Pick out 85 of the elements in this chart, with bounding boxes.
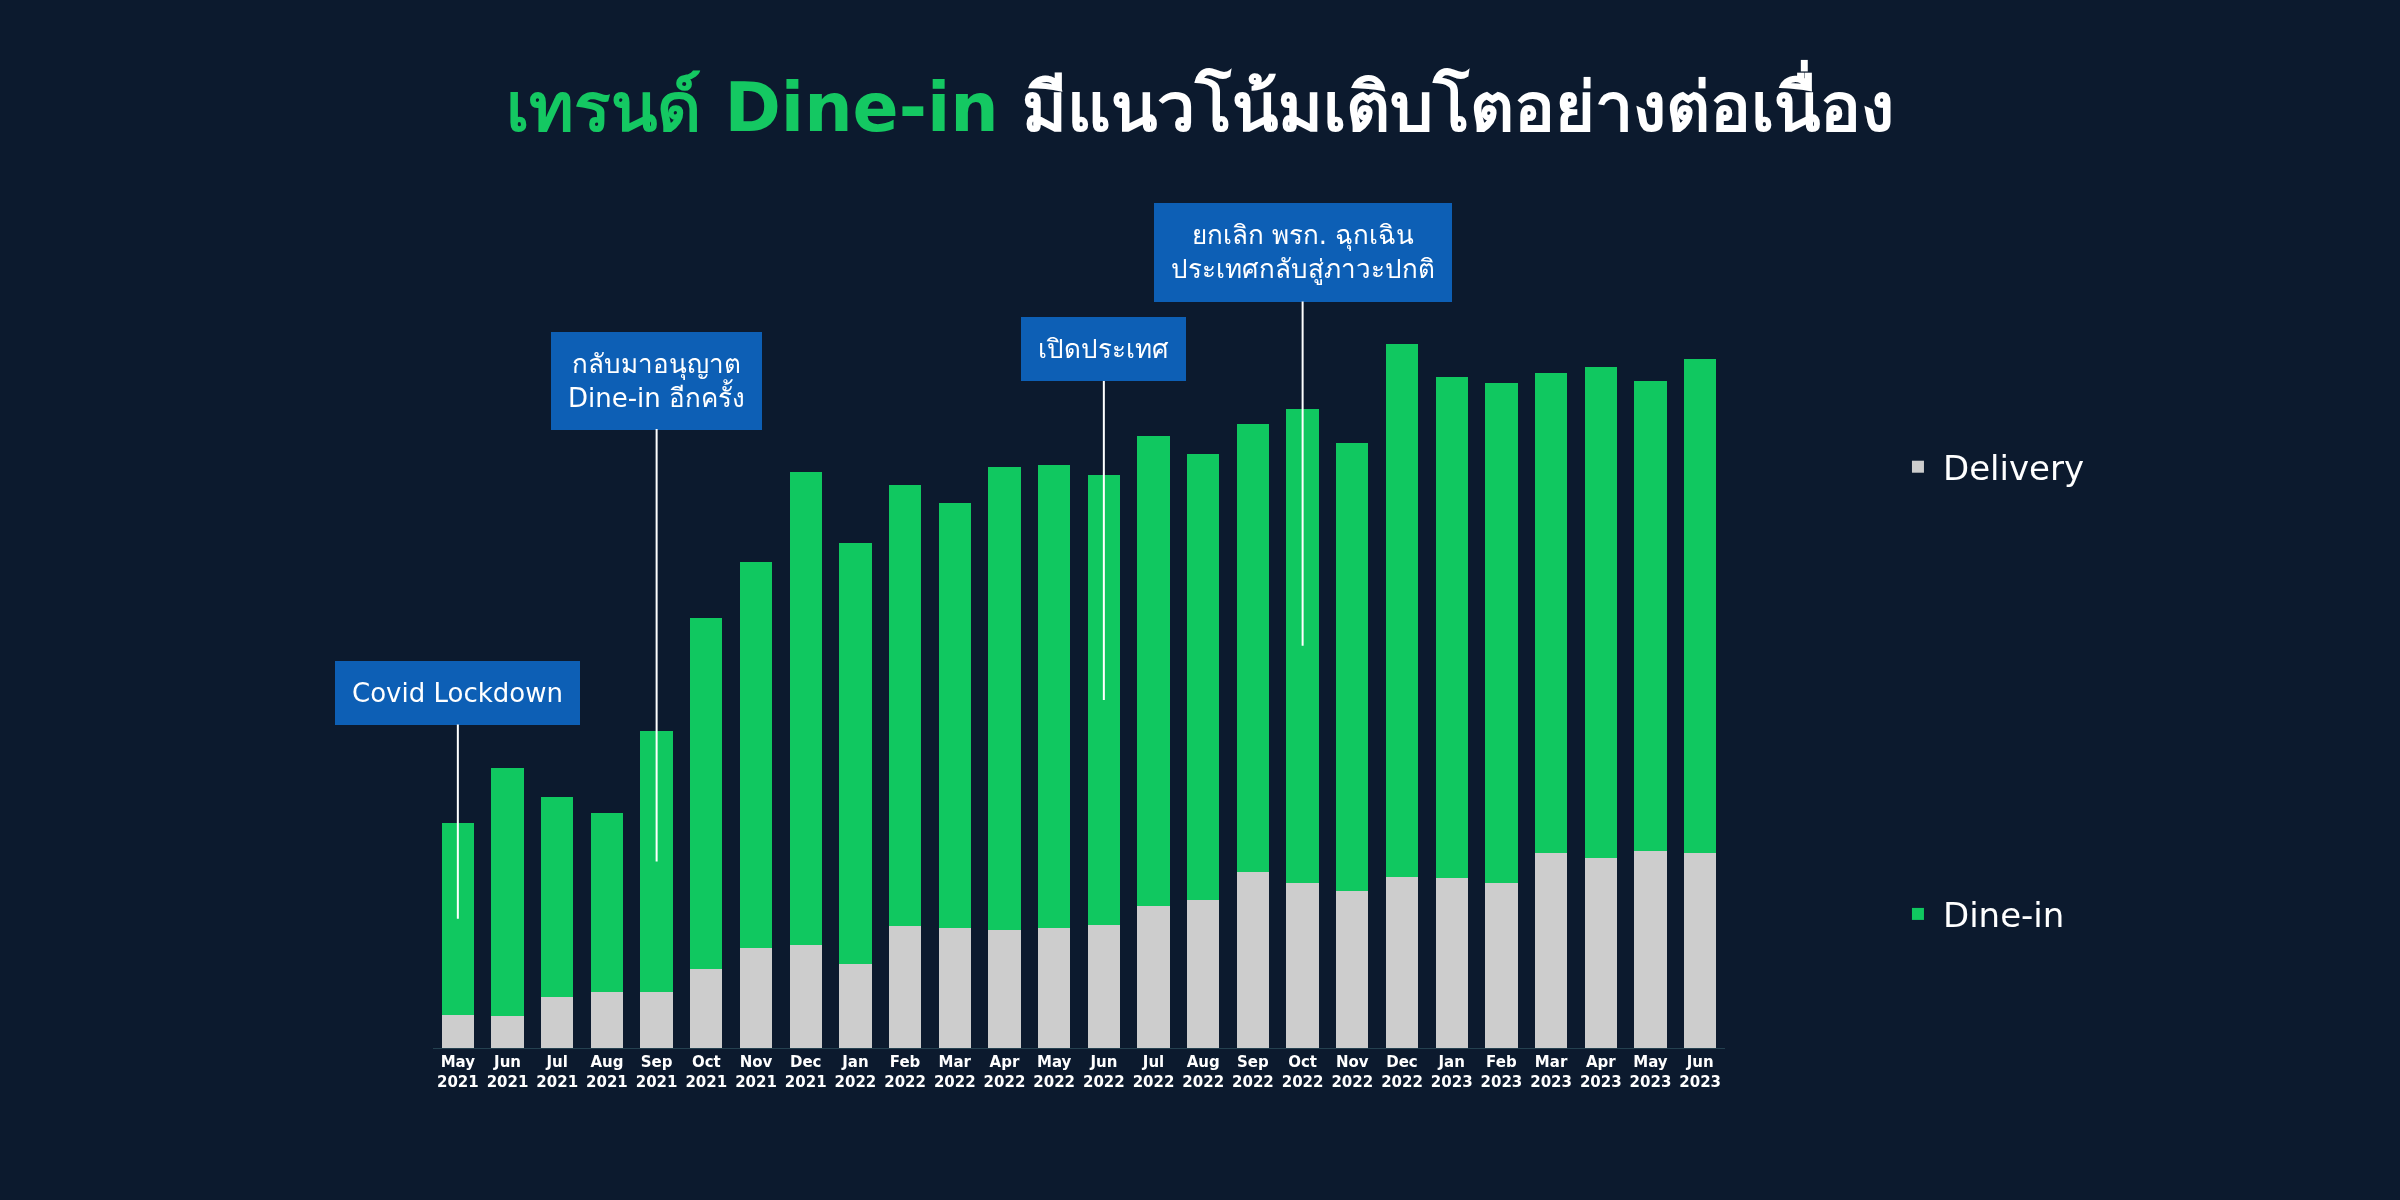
bar xyxy=(441,822,474,1015)
bar xyxy=(1485,882,1518,1048)
bar xyxy=(1634,850,1667,1048)
x-tick-label: Jun 2022 xyxy=(1082,1053,1125,1091)
bar xyxy=(1336,891,1369,1048)
annotation: Covid Lockdown xyxy=(352,678,563,708)
bar xyxy=(590,812,624,993)
bar xyxy=(690,969,723,1048)
bar xyxy=(839,963,872,1048)
x-tick-label: Jun 2021 xyxy=(486,1053,529,1091)
bar xyxy=(1385,876,1419,1048)
bar xyxy=(888,484,922,926)
bar xyxy=(1137,905,1170,1048)
bar xyxy=(541,797,574,998)
x-tick-label: Mar 2022 xyxy=(933,1053,976,1091)
x-tick-label: Aug 2021 xyxy=(586,1053,628,1091)
bar xyxy=(1038,465,1071,929)
bar xyxy=(690,617,723,970)
x-tick-label: May 2021 xyxy=(436,1053,479,1091)
bar xyxy=(1435,878,1468,1048)
bar xyxy=(1584,857,1617,1048)
legend-label: Dine-in xyxy=(1942,895,2065,936)
x-tick-label: Oct 2022 xyxy=(1281,1053,1324,1091)
x-tick-label: Nov 2022 xyxy=(1331,1053,1374,1091)
bar xyxy=(1534,853,1568,1048)
bar xyxy=(1038,928,1071,1048)
bar xyxy=(938,503,971,928)
bar xyxy=(1286,882,1319,1048)
x-tick-label: Sep 2021 xyxy=(635,1053,678,1091)
bar xyxy=(1187,900,1220,1048)
bar xyxy=(1187,453,1220,901)
bar xyxy=(1385,344,1419,877)
x-tick-label: Jan 2022 xyxy=(834,1053,877,1091)
x-tick-label: Feb 2022 xyxy=(884,1053,926,1091)
annotation: ยกเลิก พรก. ฉุกเฉิน ประเทศกลับสู่ภาวะปกติ xyxy=(1171,220,1435,285)
bar xyxy=(1684,853,1717,1048)
x-tick-label: May 2022 xyxy=(1033,1053,1076,1091)
bar xyxy=(590,992,624,1048)
x-tick-label: Dec 2021 xyxy=(784,1053,827,1091)
bar xyxy=(1286,408,1319,883)
x-tick-label: Jan 2023 xyxy=(1430,1053,1473,1091)
bar xyxy=(640,992,673,1048)
x-tick-label: Nov 2021 xyxy=(735,1053,777,1091)
x-tick-label: Jul 2022 xyxy=(1132,1053,1175,1091)
bar xyxy=(1137,435,1170,906)
bar xyxy=(988,467,1021,930)
bar xyxy=(888,925,922,1048)
bar xyxy=(938,927,971,1048)
bar xyxy=(739,948,773,1048)
bar xyxy=(491,767,524,1017)
annotation: กลับมาอนุญาต Dine-in อีกครั้ง xyxy=(568,349,746,413)
bar xyxy=(789,472,822,946)
legend-label: Delivery xyxy=(1942,447,2085,488)
x-tick-label: Apr 2023 xyxy=(1579,1053,1622,1091)
bar xyxy=(1087,924,1120,1048)
annotation: เปิดประเทศ xyxy=(1038,334,1169,364)
bar xyxy=(1534,372,1568,854)
bar xyxy=(988,929,1021,1048)
bar xyxy=(1584,367,1617,858)
bar xyxy=(1485,383,1518,883)
bar xyxy=(1634,381,1667,851)
x-tick-label: Feb 2023 xyxy=(1480,1053,1523,1091)
x-tick-label: Mar 2023 xyxy=(1530,1053,1572,1091)
x-tick-label: Jul 2021 xyxy=(536,1053,579,1091)
bar xyxy=(1087,475,1120,925)
bar xyxy=(1236,872,1270,1048)
bar xyxy=(1684,358,1717,854)
x-tick-label: May 2023 xyxy=(1629,1053,1672,1091)
bar xyxy=(739,561,773,949)
bar xyxy=(541,997,574,1048)
x-tick-label: Aug 2022 xyxy=(1182,1053,1225,1091)
bar xyxy=(491,1016,524,1048)
x-tick-label: Sep 2022 xyxy=(1232,1053,1274,1091)
bar xyxy=(640,730,673,993)
bar xyxy=(839,543,872,964)
x-tick-label: Dec 2022 xyxy=(1381,1053,1423,1091)
bar xyxy=(1435,377,1468,879)
x-tick-label: Jun 2023 xyxy=(1679,1053,1722,1091)
bar xyxy=(1336,442,1369,892)
bar xyxy=(441,1014,474,1048)
chart-title: เทรนด์ Dine-in มีแนวโน้มเติบโตอย่างต่อเนื่อง xyxy=(505,58,1895,147)
x-tick-label: Apr 2022 xyxy=(983,1053,1026,1091)
x-tick-label: Oct 2021 xyxy=(685,1053,728,1091)
bar xyxy=(789,945,822,1048)
bar xyxy=(1236,424,1270,873)
